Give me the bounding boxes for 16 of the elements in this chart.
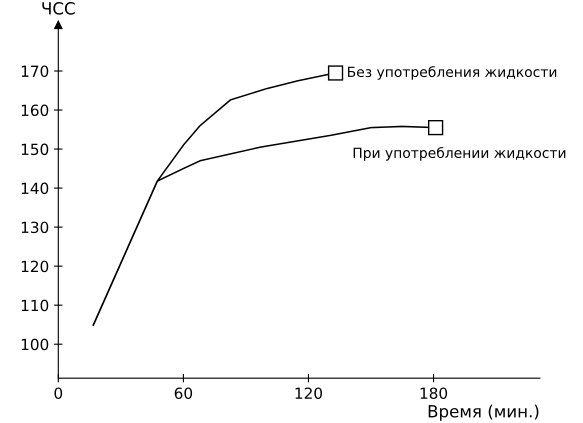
- y-axis-title: ЧСС: [42, 2, 75, 15]
- y-tick-label: 120: [22, 260, 48, 272]
- series-label: При употреблении жидкости: [354, 147, 566, 161]
- x-axis-title: Время (мин.): [428, 404, 538, 421]
- series-label: Без употребления жидкости: [348, 66, 556, 80]
- y-tick-label: 100: [22, 338, 48, 350]
- x-tick-label: 120: [296, 387, 322, 400]
- y-tick-label: 150: [22, 144, 48, 156]
- y-tick-label: 130: [22, 222, 48, 234]
- y-tick-label: 140: [22, 182, 48, 194]
- y-tick-label: 160: [22, 104, 48, 116]
- x-tick-label: 180: [420, 387, 448, 400]
- x-tick-label: 0: [54, 387, 62, 400]
- x-tick-label: 60: [174, 387, 192, 400]
- y-tick-label: 110: [22, 300, 48, 312]
- y-tick-label: 170: [22, 65, 48, 78]
